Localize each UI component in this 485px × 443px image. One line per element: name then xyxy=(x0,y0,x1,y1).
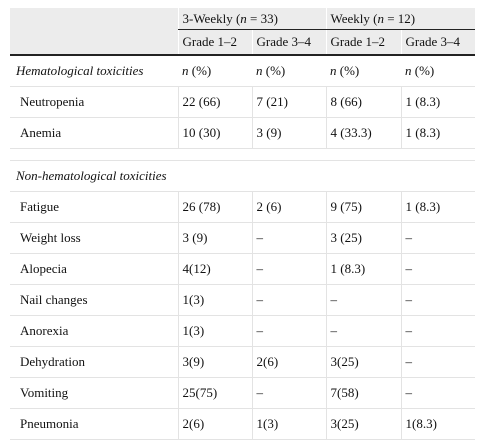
cell-value: – xyxy=(400,284,476,316)
spacer-row xyxy=(10,148,476,161)
cell-value: – xyxy=(400,315,476,347)
table-row: Anemia 10 (30) 3 (9) 4 (33.3) 1 (8.3) xyxy=(10,117,476,149)
cell-value: – xyxy=(400,222,476,254)
row-label: Anorexia xyxy=(10,315,178,347)
cell-value: 1(3) xyxy=(177,315,252,347)
spacer-cell xyxy=(10,148,476,161)
unit-cell: n (%) xyxy=(252,55,326,87)
cell-value: 3 (9) xyxy=(251,117,326,149)
cell-value: – xyxy=(400,377,476,409)
header-subcol-row: Grade 1–2 Grade 3–4 Grade 1–2 Grade 3–4 xyxy=(10,29,476,56)
cell-value: 8 (66) xyxy=(325,86,401,118)
header-subcol: Grade 1–2 xyxy=(325,29,401,56)
section-row-hematological: Hematological toxicities n (%) n (%) n (… xyxy=(10,55,476,87)
header-group-3weekly: 3-Weekly (n = 33) xyxy=(177,8,326,30)
unit-cell: n (%) xyxy=(401,55,476,87)
cell-value: – xyxy=(251,377,326,409)
toxicity-table: 3-Weekly (n = 33) Weekly (n = 12) Grade … xyxy=(10,8,476,440)
table-row: Vomiting 25(75) – 7(58) – xyxy=(10,377,476,409)
row-label: Vomiting xyxy=(10,377,178,409)
cell-value: 26 (78) xyxy=(177,191,252,223)
cell-value: 1(8.3) xyxy=(400,408,476,440)
cell-value: 2(6) xyxy=(177,408,252,440)
row-label: Dehydration xyxy=(10,346,178,378)
header-group-weekly-label: Weekly (n = 12) xyxy=(330,10,416,26)
cell-value: 10 (30) xyxy=(177,117,252,149)
cell-value: 1 (8.3) xyxy=(400,86,476,118)
unit-cell: n (%) xyxy=(178,55,252,87)
cell-value: 22 (66) xyxy=(177,86,252,118)
toxicity-table-container: 3-Weekly (n = 33) Weekly (n = 12) Grade … xyxy=(10,8,476,440)
header-blank-cell xyxy=(10,29,178,56)
table-row: Alopecia 4(12) – 1 (8.3) – xyxy=(10,253,476,285)
section-title: Non-hematological toxicities xyxy=(10,160,476,192)
cell-value: 3(25) xyxy=(325,408,401,440)
row-label: Anemia xyxy=(10,117,178,149)
cell-value: 9 (75) xyxy=(325,191,401,223)
header-subcol: Grade 1–2 xyxy=(177,29,252,56)
header-blank-cell xyxy=(10,8,178,30)
cell-value: 1(3) xyxy=(251,408,326,440)
cell-value: 25(75) xyxy=(177,377,252,409)
cell-value: 2(6) xyxy=(251,346,326,378)
table-row: Weight loss 3 (9) – 3 (25) – xyxy=(10,222,476,254)
cell-value: – xyxy=(400,346,476,378)
cell-value: 4(12) xyxy=(177,253,252,285)
table-row: Pneumonia 2(6) 1(3) 3(25) 1(8.3) xyxy=(10,408,476,440)
row-label: Neutropenia xyxy=(10,86,178,118)
table-row: Nail changes 1(3) – – – xyxy=(10,284,476,316)
table-row: Neutropenia 22 (66) 7 (21) 8 (66) 1 (8.3… xyxy=(10,86,476,118)
row-label: Weight loss xyxy=(10,222,178,254)
cell-value: 3(9) xyxy=(177,346,252,378)
cell-value: 1(3) xyxy=(177,284,252,316)
cell-value: 1 (8.3) xyxy=(325,253,401,285)
row-label: Pneumonia xyxy=(10,408,178,440)
header-group-row: 3-Weekly (n = 33) Weekly (n = 12) xyxy=(10,8,476,30)
row-label: Fatigue xyxy=(10,191,178,223)
cell-value: 3 (25) xyxy=(325,222,401,254)
cell-value: – xyxy=(251,253,326,285)
table-row: Fatigue 26 (78) 2 (6) 9 (75) 1 (8.3) xyxy=(10,191,476,223)
header-group-weekly: Weekly (n = 12) xyxy=(325,8,476,30)
cell-value: 4 (33.3) xyxy=(325,117,401,149)
cell-value: – xyxy=(325,284,401,316)
cell-value: 7 (21) xyxy=(251,86,326,118)
cell-value: – xyxy=(251,222,326,254)
cell-value: 3 (9) xyxy=(177,222,252,254)
header-subcol: Grade 3–4 xyxy=(251,29,326,56)
cell-value: 3(25) xyxy=(325,346,401,378)
row-label: Nail changes xyxy=(10,284,178,316)
cell-value: 1 (8.3) xyxy=(400,191,476,223)
cell-value: – xyxy=(400,253,476,285)
section-title: Hematological toxicities xyxy=(10,55,178,87)
unit-cell: n (%) xyxy=(326,55,401,87)
cell-value: 7(58) xyxy=(325,377,401,409)
cell-value: 1 (8.3) xyxy=(400,117,476,149)
table-row: Dehydration 3(9) 2(6) 3(25) – xyxy=(10,346,476,378)
header-subcol: Grade 3–4 xyxy=(400,29,476,56)
table-row: Anorexia 1(3) – – – xyxy=(10,315,476,347)
row-label: Alopecia xyxy=(10,253,178,285)
cell-value: – xyxy=(325,315,401,347)
section-row-nonhematological: Non-hematological toxicities xyxy=(10,160,476,192)
cell-value: – xyxy=(251,315,326,347)
header-group-3weekly-label: 3-Weekly (n = 33) xyxy=(182,10,278,26)
cell-value: – xyxy=(251,284,326,316)
cell-value: 2 (6) xyxy=(251,191,326,223)
